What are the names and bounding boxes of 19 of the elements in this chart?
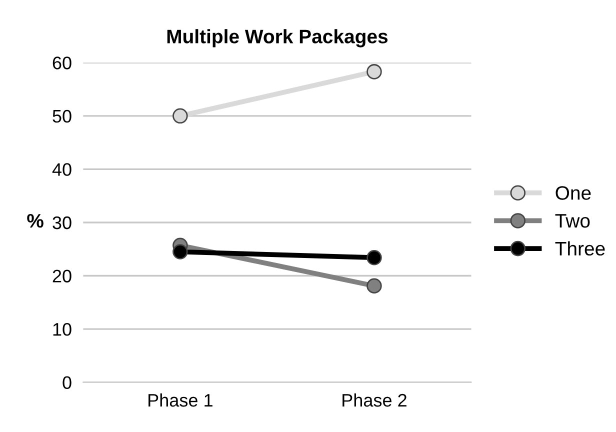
legend-label: Two (555, 214, 590, 228)
y-tick-label: 60 (52, 56, 72, 70)
x-tick-label: Phase 2 (342, 393, 406, 407)
y-tick-label: 20 (52, 270, 72, 282)
x-tick-label: Phase 1 (148, 393, 212, 407)
point (366, 64, 382, 80)
y-tick-label: 50 (52, 110, 72, 123)
y-tick-label: 30 (52, 216, 72, 230)
y-tick-label: 10 (53, 322, 72, 336)
point (366, 278, 382, 294)
point (172, 108, 188, 124)
legend-label: Three (555, 241, 605, 256)
y-tick-label: 0 (62, 376, 72, 390)
chart-title: Multiple Work Packages (167, 29, 388, 48)
point (172, 244, 188, 260)
y-tick-label: 40 (52, 163, 72, 176)
y-axis-title: % (27, 214, 44, 228)
point (366, 250, 382, 266)
legend-label: One (556, 186, 591, 200)
